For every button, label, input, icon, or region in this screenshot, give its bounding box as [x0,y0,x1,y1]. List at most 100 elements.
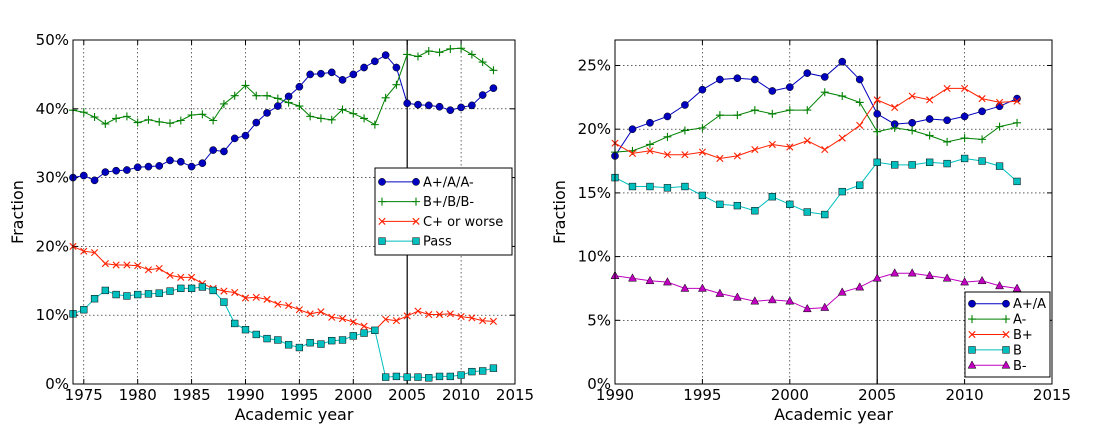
data-point [821,210,829,219]
data-point [295,343,304,352]
data-point [241,131,250,140]
data-point [360,114,369,123]
data-point [274,300,282,308]
data-point [1002,330,1010,339]
data-point [101,260,109,268]
data-point [978,95,986,103]
data-point [478,91,487,99]
data-point [378,178,386,186]
data-point [803,69,812,77]
data-point [1013,97,1021,105]
data-point [123,166,131,174]
data-point [968,315,976,324]
data-point [681,101,689,109]
data-point [961,84,969,93]
data-point [751,207,759,215]
data-point [820,73,829,81]
data-point [392,63,401,72]
data-point [187,110,196,119]
data-point [317,69,325,78]
data-point [230,134,239,143]
data-point [457,312,465,321]
data-point [908,126,917,135]
data-point [908,161,916,169]
plot-frame [614,39,1053,385]
data-point [995,102,1004,111]
legend-label: Pass [423,235,452,250]
data-point [802,303,812,313]
y-tick-label: 0% [45,375,69,393]
y-tick-label: 20% [36,237,69,255]
data-point [382,315,390,323]
data-point [412,178,420,186]
data-point [176,116,185,125]
data-point [925,131,934,140]
y-tick-label: 5% [587,311,611,329]
data-point [768,87,777,95]
y-tick-label: 50% [36,31,69,49]
data-point [414,100,422,109]
legend-label: B [1013,343,1022,358]
data-point [716,154,724,163]
data-point [838,134,846,142]
data-point [838,92,847,101]
data-point [295,82,304,91]
data-point [403,373,411,381]
data-point [960,112,969,121]
data-point [1012,283,1022,292]
data-point [873,110,882,118]
series-b [611,154,1021,219]
data-point [716,75,724,84]
x-tick-label: 1980 [119,386,157,404]
data-point [177,273,185,281]
data-point [317,308,325,316]
data-point [122,112,131,121]
data-point [112,261,120,269]
data-point [360,63,368,72]
data-point [273,94,282,103]
legend-label: C+ or worse [423,215,503,230]
y-tick-label: 25% [578,56,611,74]
data-point [838,187,846,196]
data-point [733,152,741,160]
data-point [378,217,386,225]
data-point [680,283,690,292]
x-tick-label: 2010 [442,386,480,404]
data-point [328,313,336,321]
data-point [628,273,637,282]
data-point [697,283,707,292]
series-line [614,157,1018,216]
data-point [349,318,357,326]
data-point [943,137,952,146]
data-point [646,147,654,155]
data-point [317,340,325,348]
data-point [295,306,303,314]
data-point [284,341,293,349]
data-point [873,127,882,136]
data-point [338,336,347,344]
x-tick-label: 2005 [858,386,896,404]
series-pass [69,283,498,382]
data-point [785,106,794,115]
data-point [209,146,217,154]
data-point [231,288,239,297]
data-point [263,295,271,303]
data-point [412,217,420,225]
data-point [698,148,706,156]
data-point [425,310,433,319]
data-point [786,200,794,209]
legend-label: A- [1013,313,1027,328]
legend-label: B+ [1013,328,1033,343]
data-point [123,261,131,269]
data-point [378,237,386,245]
data-point [856,121,864,129]
data-point [855,282,865,291]
data-point [241,325,250,334]
y-tick-label: 0% [587,375,611,393]
data-point [698,191,707,200]
data-point [134,262,142,270]
data-point [349,332,357,340]
data-point [943,159,951,168]
data-point [101,168,110,176]
data-point [479,367,487,375]
